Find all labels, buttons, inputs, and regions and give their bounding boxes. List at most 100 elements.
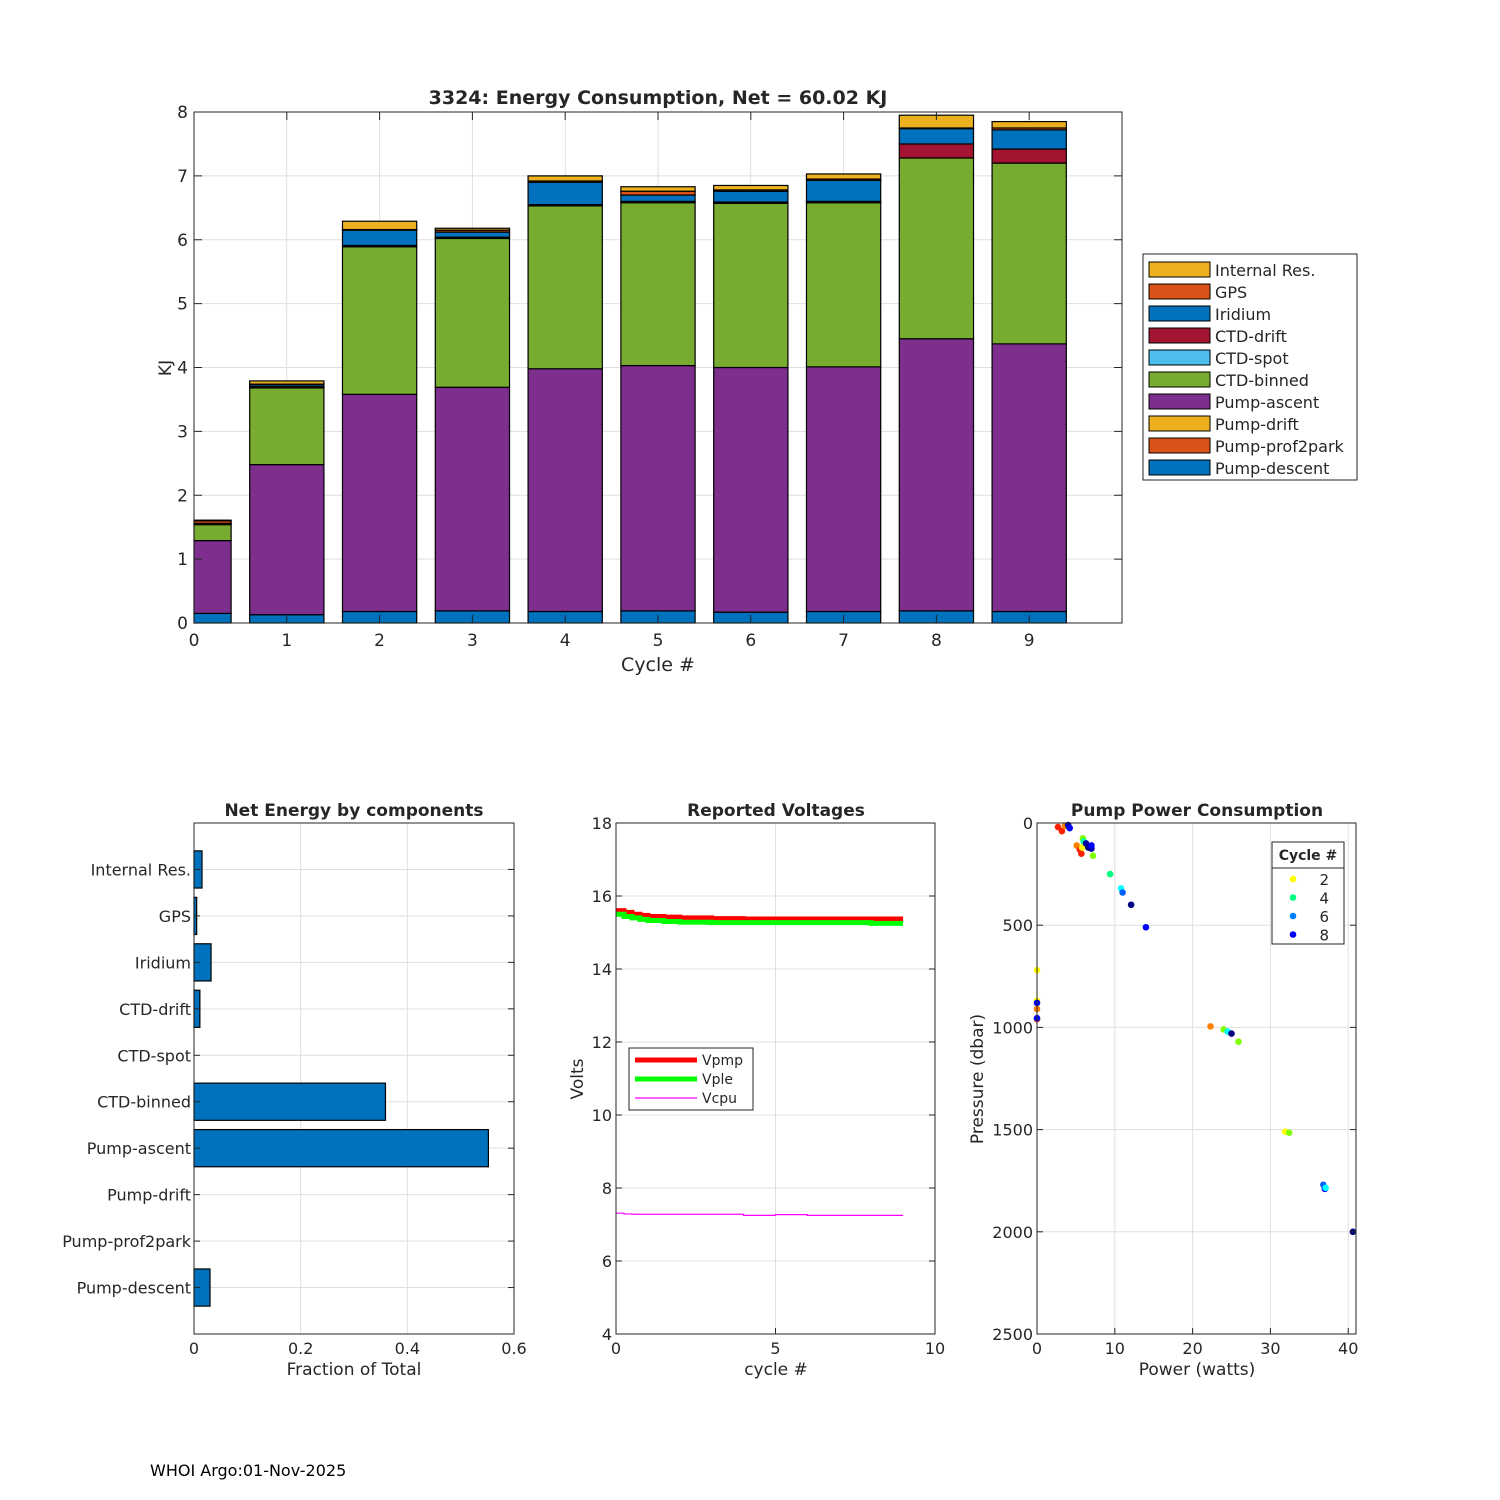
legend-swatch xyxy=(1148,371,1211,388)
line-vpmp xyxy=(616,908,904,922)
tick-label-y: 8 xyxy=(602,1179,612,1198)
legend-label: CTD-drift xyxy=(1215,327,1287,346)
components-ticks: 0 0.2 0.4 0.6 Internal Res. GPS Iridium CTD-dri… xyxy=(62,860,527,1358)
bar-segment-internal-res- xyxy=(991,120,1067,129)
bar-segment-ctd-binned xyxy=(193,524,232,542)
data-point xyxy=(1058,827,1066,835)
bar-pump-ascent xyxy=(193,1128,489,1168)
voltages-xlabel: cycle # xyxy=(744,1360,808,1380)
legend-label: Pump-drift xyxy=(1215,415,1299,434)
bar-segment-pump-ascent xyxy=(341,393,418,613)
legend-swatch xyxy=(1148,261,1211,278)
bar-segment-pump-ascent xyxy=(527,368,603,613)
bar-segment-ctd-drift xyxy=(991,148,1067,164)
line-vple xyxy=(616,911,904,926)
legend-label: Vcpu xyxy=(702,1091,737,1107)
pump-points xyxy=(1033,821,1357,1236)
tick-label-y: 12 xyxy=(592,1033,612,1052)
legend-marker xyxy=(1289,875,1297,883)
tick-label-x: 10 xyxy=(925,1339,945,1358)
bar-segment-ctd-drift xyxy=(898,143,975,159)
tick-label-y: 3 xyxy=(177,422,188,442)
pump-title: Pump Power Consumption xyxy=(1071,801,1323,821)
bar-segment-iridium xyxy=(805,179,882,203)
legend-label: Vple xyxy=(702,1072,733,1088)
bar-segment-pump-ascent xyxy=(713,366,789,613)
data-point xyxy=(1089,852,1097,860)
energy-ylabel: KJ xyxy=(156,360,176,376)
bar-segment-internal-res- xyxy=(805,173,882,180)
tick-label-y: 10 xyxy=(592,1106,612,1125)
energy-legend: Internal Res. GPS Iridium CTD-drift CTD-spot… xyxy=(1142,253,1358,481)
pump-axes-box xyxy=(1036,822,1357,1335)
tick-label-x: 2 xyxy=(374,631,385,651)
legend-swatch xyxy=(1148,415,1211,432)
bar-segment-iridium xyxy=(898,128,975,145)
bar-segment-internal-res- xyxy=(620,186,696,192)
legend-swatch xyxy=(1148,305,1211,322)
data-point xyxy=(1142,923,1150,931)
tick-label-x: 10 xyxy=(1105,1339,1125,1358)
tick-label-x: 0 xyxy=(611,1339,621,1358)
tick-label-x: 0.2 xyxy=(288,1339,313,1358)
bar-segment-ctd-binned xyxy=(713,202,789,369)
voltages-ticks: 0 5 10 4 6 8 10 12 14 16 18 xyxy=(592,814,946,1358)
bar-segment-ctd-binned xyxy=(249,387,325,466)
bar-segment-internal-res- xyxy=(434,227,511,231)
tick-label-x: 0 xyxy=(189,1339,199,1358)
tick-label-y: Pump-descent xyxy=(77,1279,191,1298)
tick-label-y: CTD-spot xyxy=(117,1046,191,1065)
data-point xyxy=(1235,1038,1242,1046)
components-xlabel: Fraction of Total xyxy=(287,1360,422,1380)
tick-label-y: 2500 xyxy=(992,1325,1033,1344)
data-point xyxy=(1054,823,1062,831)
legend-label: Pump-prof2park xyxy=(1215,437,1345,456)
tick-label-x: 0.6 xyxy=(501,1339,526,1358)
tick-label-x: 5 xyxy=(770,1339,780,1358)
tick-label-x: 6 xyxy=(745,631,756,651)
components-bars xyxy=(193,850,489,1307)
tick-label-y: 6 xyxy=(602,1252,612,1271)
tick-label-y: 1500 xyxy=(992,1121,1033,1140)
legend-label: 2 xyxy=(1319,871,1329,889)
components-chart: 0 0.2 0.4 0.6 Internal Res. GPS Iridium CTD-dri… xyxy=(62,801,527,1380)
legend-label: 6 xyxy=(1319,908,1329,926)
legend-label: Internal Res. xyxy=(1215,261,1315,280)
tick-label-x: 9 xyxy=(1024,631,1035,651)
pump-chart: 0 10 20 30 40 0 500 1000 1500 2000 2500 Pump Power… xyxy=(968,801,1358,1380)
tick-label-y: Pump-ascent xyxy=(87,1139,191,1158)
legend-marker xyxy=(1289,931,1297,938)
bar-segment-internal-res- xyxy=(341,220,418,231)
tick-label-x: 20 xyxy=(1182,1339,1202,1358)
data-point xyxy=(1106,870,1114,878)
legend-label: Vpmp xyxy=(702,1053,743,1069)
data-point xyxy=(1066,824,1073,832)
pump-ylabel: Pressure (dbar) xyxy=(968,1014,988,1144)
tick-label-y: 0 xyxy=(1023,814,1033,833)
components-title: Net Energy by components xyxy=(224,801,483,821)
bar-segment-iridium xyxy=(991,129,1067,150)
legend-label: Iridium xyxy=(1215,305,1271,324)
bar-ctd-binned xyxy=(193,1082,387,1121)
tick-label-y: 8 xyxy=(177,103,188,123)
components-axes-box xyxy=(193,822,515,1335)
bar-segment-ctd-binned xyxy=(527,205,603,370)
data-point xyxy=(1322,1184,1329,1192)
bar-segment-iridium xyxy=(341,229,418,247)
bar-segment-pump-ascent xyxy=(249,463,325,616)
legend-swatch xyxy=(1148,459,1211,476)
tick-label-x: 0 xyxy=(1032,1339,1042,1358)
bar-segment-pump-ascent xyxy=(898,338,975,612)
tick-label-y: CTD-drift xyxy=(119,1000,191,1019)
tick-label-x: 4 xyxy=(560,631,571,651)
energy-chart: 0 1 2 3 4 5 6 7 8 9 0 1 2 3 4 5 6 7 8 3324: Energy Consump… xyxy=(156,87,1358,676)
legend-label: Pump-ascent xyxy=(1215,393,1319,412)
legend-label: CTD-spot xyxy=(1215,349,1289,368)
bar-segment-pump-ascent xyxy=(991,343,1067,613)
data-point xyxy=(1207,1023,1214,1030)
energy-ticks: 0 1 2 3 4 5 6 7 8 9 0 1 2 3 4 5 6 7 8 xyxy=(177,103,1122,651)
tick-label-y: 7 xyxy=(177,167,188,187)
data-point xyxy=(1228,1030,1235,1037)
